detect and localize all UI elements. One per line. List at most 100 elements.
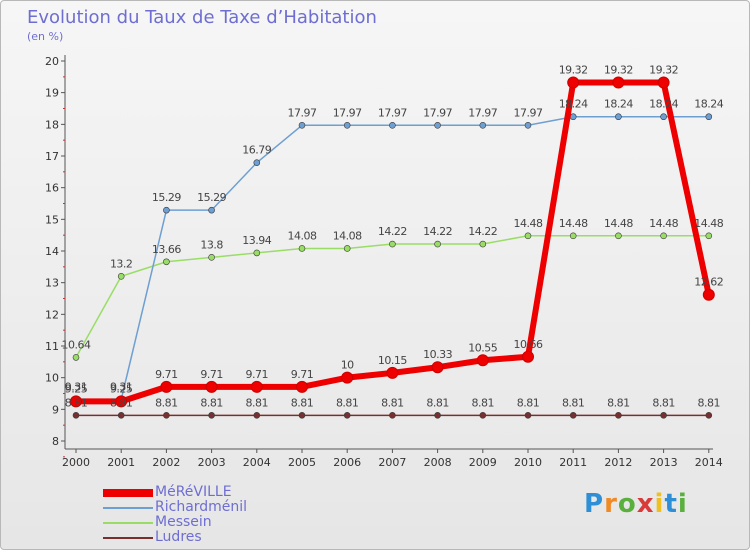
y-tick-label: 17 (45, 150, 59, 163)
data-label: 14.22 (468, 225, 497, 238)
data-point (660, 113, 667, 121)
data-label: 14.22 (378, 225, 407, 238)
x-tick-label: 2014 (695, 456, 723, 469)
data-label: 8.81 (65, 396, 88, 409)
data-point (386, 366, 399, 379)
data-point (434, 412, 441, 419)
data-label: 8.81 (698, 396, 721, 409)
data-label: 18.24 (649, 98, 678, 111)
logo-letter: r (604, 489, 618, 519)
data-label: 8.81 (426, 396, 449, 409)
legend-label: Richardménil (155, 499, 248, 515)
y-axis-ticks: 8 9 10 11 12 13 14 15 16 17 18 19 20 (45, 55, 65, 458)
data-label: 17.97 (514, 106, 543, 119)
data-point (615, 113, 622, 121)
data-label: 8.81 (517, 396, 540, 409)
data-point (343, 121, 351, 129)
x-tick-label: 2001 (107, 456, 135, 469)
data-point (208, 412, 215, 419)
data-point (705, 232, 713, 240)
data-point (705, 412, 713, 419)
data-point (253, 412, 261, 419)
data-label: 18.24 (559, 98, 588, 111)
data-point (524, 232, 532, 240)
data-label: 17.97 (423, 106, 452, 119)
data-label: 8.81 (110, 396, 133, 409)
chart-unit-label: (en %) (27, 30, 64, 43)
data-point (298, 412, 306, 419)
data-label: 9.25 (65, 382, 88, 395)
data-point (522, 350, 534, 363)
data-label: 8.81 (155, 396, 178, 409)
x-tick-label: 2006 (333, 456, 361, 469)
logo-letter: i (677, 489, 688, 519)
x-tick-label: 2010 (514, 456, 542, 469)
data-point (705, 113, 713, 121)
data-point (70, 395, 82, 408)
logo-letter: P (584, 489, 605, 519)
chart-title: Evolution du Taux de Taxe d’Habitation (27, 7, 377, 28)
x-tick-label: 2005 (288, 456, 316, 469)
data-label: 9.71 (291, 368, 314, 381)
legend-swatch (103, 489, 153, 497)
legend-swatch (103, 507, 153, 509)
data-label: 8.81 (381, 396, 404, 409)
x-tick-label: 2009 (469, 456, 497, 469)
data-point (253, 159, 261, 166)
data-point (479, 240, 487, 248)
data-label: 10 (341, 359, 354, 372)
data-point (569, 232, 577, 240)
data-point (479, 412, 487, 419)
x-tick-label: 2013 (650, 456, 678, 469)
y-tick-label: 8 (52, 435, 59, 448)
x-tick-label: 2004 (243, 456, 271, 469)
data-point (524, 121, 532, 129)
x-tick-label: 2011 (559, 456, 587, 469)
data-point (657, 76, 670, 89)
legend-label: Messein (155, 514, 212, 530)
x-tick-label: 2012 (604, 456, 632, 469)
x-tick-label: 2008 (424, 456, 452, 469)
legend-swatch (103, 522, 153, 524)
data-label: 10.64 (62, 338, 91, 351)
y-tick-label: 14 (45, 245, 59, 258)
logo-letter: i (654, 489, 665, 519)
data-label: 9.31 (110, 381, 133, 394)
data-label: 13.2 (110, 257, 133, 270)
legend-swatch (103, 537, 153, 539)
data-point (567, 76, 580, 89)
data-label: 13.8 (200, 238, 223, 251)
x-tick-label: 2000 (62, 456, 90, 469)
data-label: 16.79 (242, 144, 271, 157)
data-point (434, 240, 441, 248)
data-label: 15.29 (152, 191, 181, 204)
data-point (434, 121, 441, 129)
data-label: 12.62 (694, 276, 723, 289)
y-tick-label: 15 (45, 213, 59, 226)
data-point (389, 121, 396, 129)
data-point (343, 412, 351, 419)
data-label: 14.48 (604, 217, 633, 230)
data-label: 9.71 (246, 368, 269, 381)
data-point (208, 254, 215, 261)
data-point (298, 245, 306, 252)
data-label: 15.29 (197, 191, 226, 204)
data-point (208, 206, 215, 214)
y-tick-label: 20 (45, 55, 59, 68)
data-label: 17.97 (468, 106, 497, 119)
data-label: 8.81 (336, 396, 359, 409)
data-point (298, 121, 306, 129)
proxiti-logo: Proxiti (584, 489, 688, 519)
data-label: 10.55 (468, 341, 497, 354)
data-point (117, 412, 125, 419)
data-point (163, 412, 170, 419)
data-label: 19.32 (604, 64, 633, 77)
series-lines (70, 76, 715, 419)
data-label: 8.81 (472, 396, 495, 409)
y-tick-label: 9 (52, 403, 59, 416)
data-point (615, 412, 622, 419)
data-label: 17.97 (288, 106, 317, 119)
data-point (702, 288, 715, 301)
y-tick-label: 12 (45, 308, 59, 321)
